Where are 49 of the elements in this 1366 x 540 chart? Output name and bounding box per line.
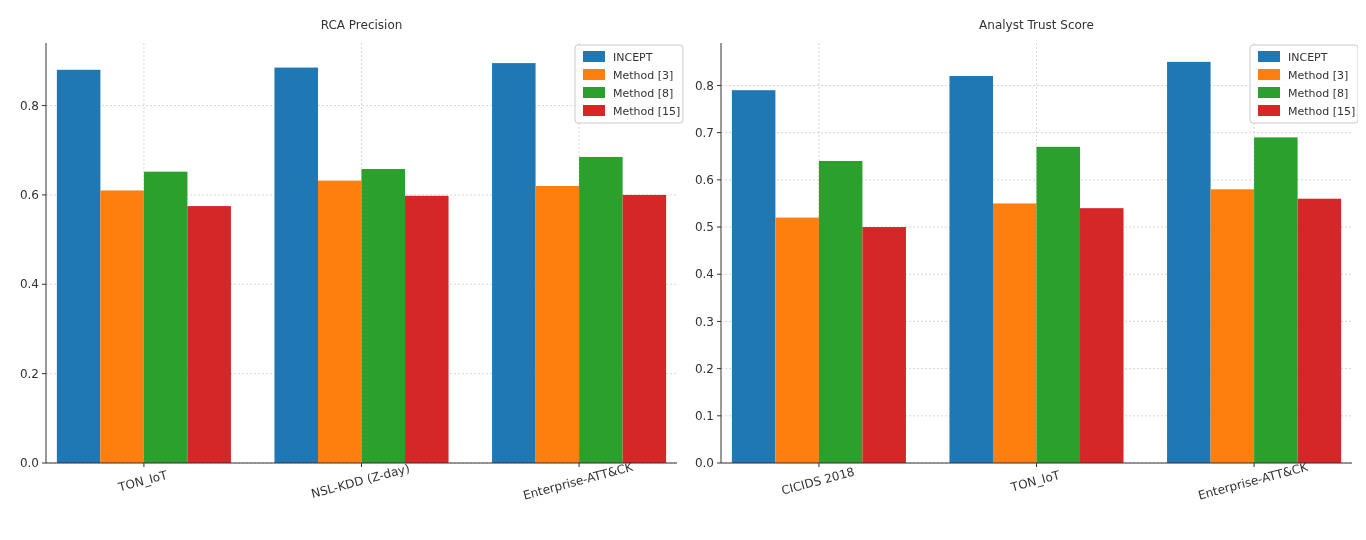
bar xyxy=(992,203,1037,463)
bar xyxy=(949,76,993,463)
bar xyxy=(100,190,144,463)
bar xyxy=(1080,208,1124,463)
bar xyxy=(492,63,536,463)
bar xyxy=(361,169,406,463)
bar xyxy=(187,206,231,463)
bar xyxy=(1167,61,1211,463)
y-tick-label: 0.2 xyxy=(19,366,39,381)
legend-label: Method [8] xyxy=(1288,86,1349,100)
y-tick-label: 0.2 xyxy=(694,361,714,376)
y-tick-label: 0.8 xyxy=(19,98,39,113)
y-tick-label: 0.8 xyxy=(694,78,714,93)
bar xyxy=(1210,189,1255,463)
bar xyxy=(1036,146,1081,463)
bar xyxy=(818,160,863,463)
bar xyxy=(143,171,188,463)
bar xyxy=(274,67,318,463)
chart-title: Analyst Trust Score xyxy=(979,18,1094,32)
y-tick-label: 0.0 xyxy=(19,456,39,471)
y-tick-label: 0.4 xyxy=(19,277,39,292)
legend-label: Method [3] xyxy=(613,68,674,82)
legend-label: INCEPT xyxy=(613,50,653,64)
y-tick-label: 0.1 xyxy=(694,409,714,424)
bar xyxy=(1254,137,1298,463)
x-tick-label: CICIDS 2018 xyxy=(779,464,856,498)
y-tick-label: 0.3 xyxy=(694,314,714,329)
y-tick-label: 0.6 xyxy=(19,188,39,203)
legend-label: Method [3] xyxy=(1288,68,1349,82)
y-tick-label: 0.4 xyxy=(694,267,714,282)
legend-label: Method [15] xyxy=(1288,104,1356,118)
bar xyxy=(862,227,906,463)
bar xyxy=(622,194,667,463)
legend-label: INCEPT xyxy=(1288,50,1328,64)
bar xyxy=(775,217,819,463)
chart-title: RCA Precision xyxy=(320,18,403,32)
legend-label: Method [15] xyxy=(613,104,681,118)
bar xyxy=(579,156,623,463)
bar xyxy=(1297,198,1342,463)
bar xyxy=(405,195,449,463)
bar xyxy=(317,180,362,463)
bar xyxy=(56,69,101,463)
bar xyxy=(731,90,776,463)
y-tick-label: 0.6 xyxy=(694,173,714,188)
legend-label: Method [8] xyxy=(613,86,674,100)
bar xyxy=(535,185,580,463)
y-tick-label: 0.7 xyxy=(694,125,714,140)
y-tick-label: 0.5 xyxy=(694,220,714,235)
y-tick-label: 0.0 xyxy=(694,456,714,471)
